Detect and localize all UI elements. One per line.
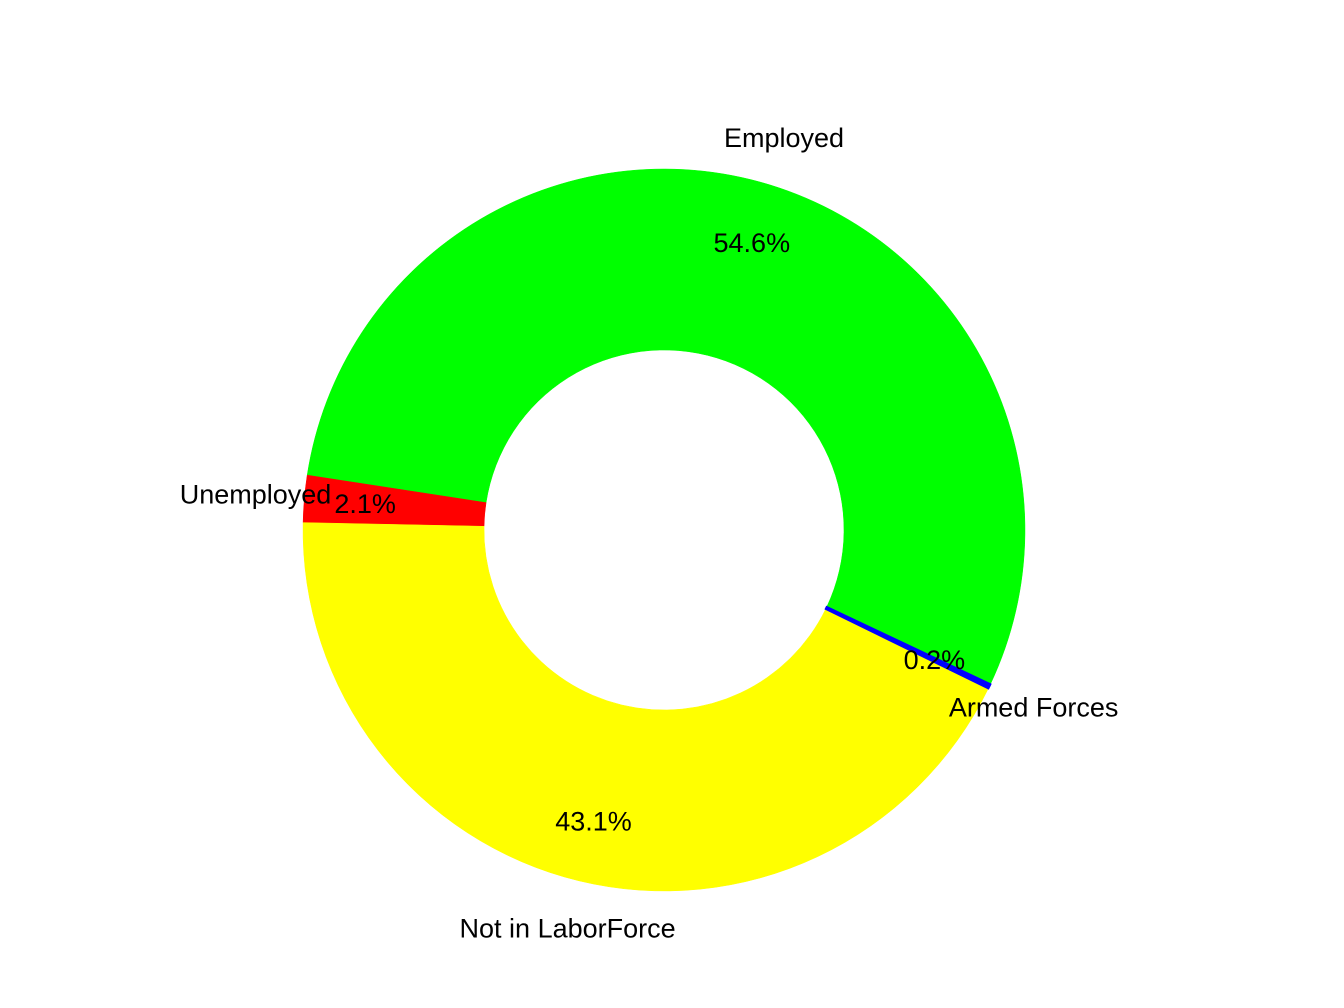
- category-label-not-in-laborforce: Not in LaborForce: [460, 914, 676, 944]
- percent-label-armed-forces: 0.2%: [904, 645, 966, 675]
- slice-not-in-laborforce: [302, 522, 989, 892]
- category-labels-group: Employed Unemployed Not in LaborForce Armed…: [180, 123, 1119, 944]
- slice-employed: [306, 168, 1026, 685]
- percent-label-unemployed: 2.1%: [334, 489, 396, 519]
- slices-group: [302, 168, 1026, 892]
- percent-label-not-in-laborforce: 43.1%: [555, 807, 632, 837]
- category-label-unemployed: Unemployed: [180, 480, 332, 510]
- slice-armed-forces: [824, 605, 992, 690]
- percent-label-employed: 54.6%: [714, 228, 791, 258]
- category-label-armed-forces: Armed Forces: [949, 693, 1119, 723]
- category-label-employed: Employed: [724, 123, 844, 153]
- percent-labels-group: 54.6% 2.1% 43.1% 0.2%: [334, 228, 966, 837]
